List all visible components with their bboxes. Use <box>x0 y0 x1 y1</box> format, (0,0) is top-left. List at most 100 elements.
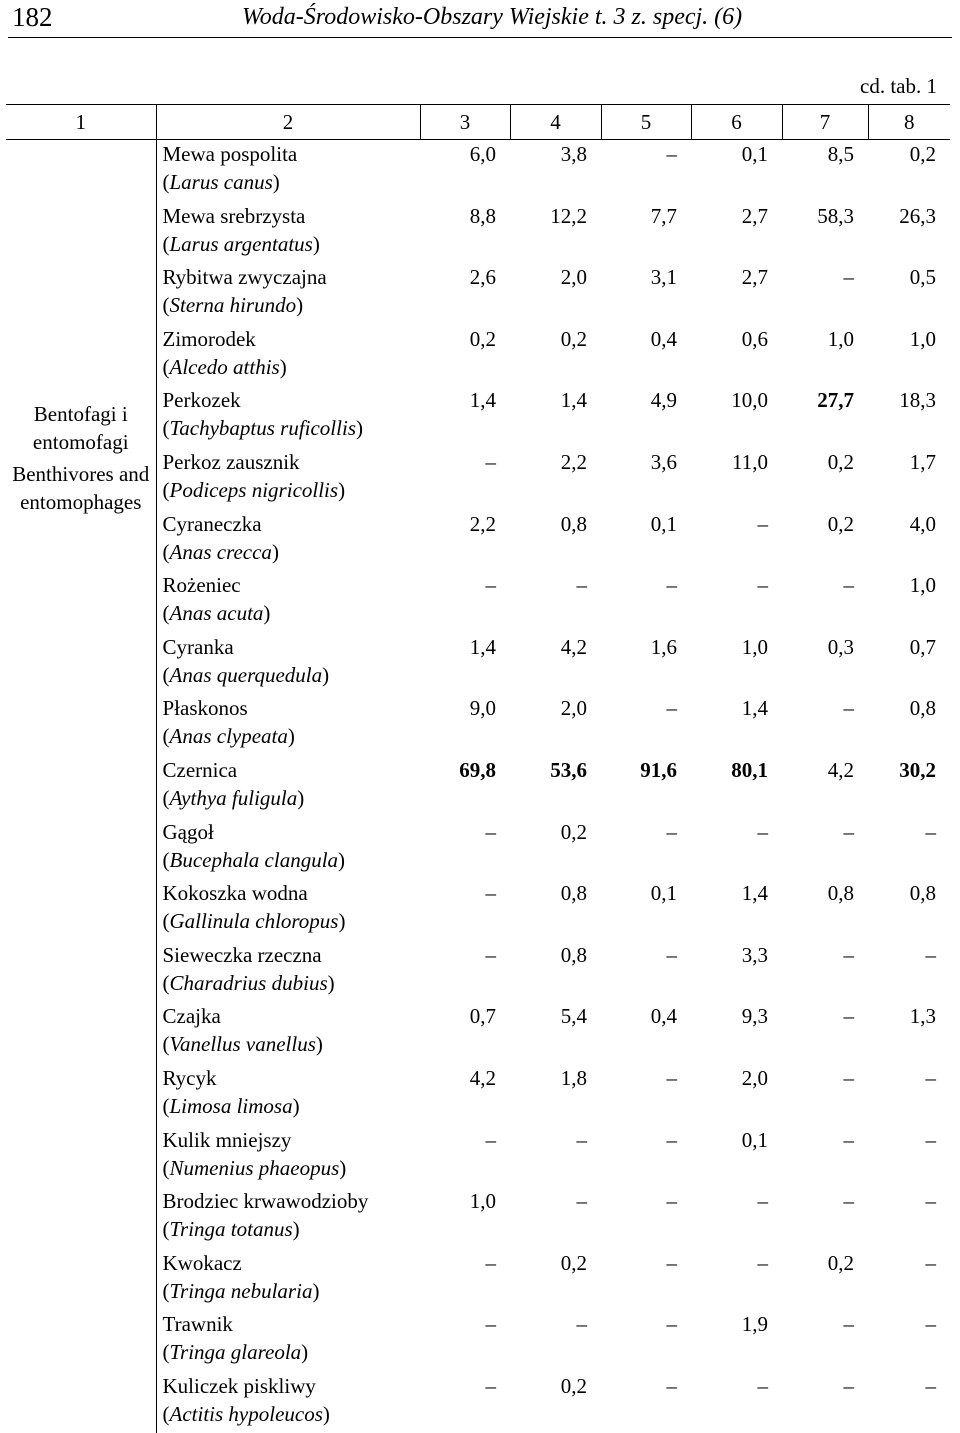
value-cell: 18,3 <box>868 386 950 448</box>
value-cell: – <box>782 941 868 1003</box>
value-cell: 0,2 <box>510 1372 601 1433</box>
species-name-pl: Kuliczek piskliwy <box>163 1372 421 1400</box>
page-header: 182 Woda-Środowisko-Obszary Wiejskie t. … <box>0 0 960 40</box>
species-name-latin: (Anas querquedula) <box>163 661 421 689</box>
species-cell: Kokoszka wodna(Gallinula chloropus) <box>156 879 420 941</box>
value-cell: 1,0 <box>868 571 950 633</box>
value-cell: 0,1 <box>601 510 691 572</box>
species-latin-text: Sterna hirundo <box>170 293 297 317</box>
value-cell: – <box>782 1002 868 1064</box>
value-cell: 0,2 <box>510 1249 601 1311</box>
species-cell: Sieweczka rzeczna(Charadrius dubius) <box>156 941 420 1003</box>
value-cell: 12,2 <box>510 202 601 264</box>
value-cell: 4,0 <box>868 510 950 572</box>
species-name-latin: (Larus canus) <box>163 168 421 196</box>
species-latin-text: Larus argentatus <box>170 232 313 256</box>
value-cell: 58,3 <box>782 202 868 264</box>
value-cell: – <box>601 571 691 633</box>
value-cell: 0,2 <box>782 448 868 510</box>
species-name-pl: Kulik mniejszy <box>163 1126 421 1154</box>
journal-title: Woda-Środowisko-Obszary Wiejskie t. 3 z.… <box>242 4 742 31</box>
value-cell: 1,4 <box>510 386 601 448</box>
species-latin-text: Anas crecca <box>170 540 272 564</box>
species-latin-text: Tringa nebularia <box>170 1279 313 1303</box>
value-cell: 30,2 <box>868 756 950 818</box>
value-cell: 1,7 <box>868 448 950 510</box>
species-latin-text: Tringa glareola <box>170 1340 302 1364</box>
value-cell: – <box>868 1310 950 1372</box>
species-name-pl: Mewa srebrzysta <box>163 202 421 230</box>
value-cell: – <box>510 1126 601 1188</box>
species-name-pl: Rybitwa zwyczajna <box>163 263 421 291</box>
value-cell: – <box>782 1372 868 1433</box>
value-cell: 8,8 <box>420 202 510 264</box>
species-name-latin: (Tachybaptus ruficollis) <box>163 414 421 442</box>
value-cell: – <box>868 1249 950 1311</box>
value-cell: – <box>782 1064 868 1126</box>
value-cell: 0,1 <box>601 879 691 941</box>
species-name-latin: (Tringa glareola) <box>163 1338 421 1366</box>
species-name-latin: (Gallinula chloropus) <box>163 907 421 935</box>
value-cell: 0,8 <box>868 694 950 756</box>
species-latin-text: Limosa limosa <box>170 1094 293 1118</box>
species-latin-text: Podiceps nigricollis <box>170 478 339 502</box>
col-header: 1 <box>6 105 156 140</box>
header-rule <box>8 37 952 38</box>
header-row: 1 2 3 4 5 6 7 8 <box>6 105 950 140</box>
species-name-latin: (Anas crecca) <box>163 538 421 566</box>
value-cell: 1,0 <box>868 325 950 387</box>
species-name-pl: Gągoł <box>163 818 421 846</box>
value-cell: 11,0 <box>691 448 782 510</box>
value-cell: – <box>420 1310 510 1372</box>
value-cell: – <box>782 818 868 880</box>
value-cell: 26,3 <box>868 202 950 264</box>
col-header: 5 <box>601 105 691 140</box>
species-name-pl: Perkoz zausznik <box>163 448 421 476</box>
value-cell: 10,0 <box>691 386 782 448</box>
value-cell: 4,2 <box>510 633 601 695</box>
value-cell: – <box>691 818 782 880</box>
value-cell: 0,8 <box>510 941 601 1003</box>
value-cell: 8,5 <box>782 140 868 202</box>
species-name-pl: Sieweczka rzeczna <box>163 941 421 969</box>
value-cell: 1,4 <box>420 386 510 448</box>
value-cell: 7,7 <box>601 202 691 264</box>
value-cell: 1,9 <box>691 1310 782 1372</box>
species-name-latin: (Actitis hypoleucos) <box>163 1400 421 1428</box>
species-cell: Cyranka(Anas querquedula) <box>156 633 420 695</box>
species-name-pl: Czernica <box>163 756 421 784</box>
species-cell: Trawnik(Tringa glareola) <box>156 1310 420 1372</box>
value-cell: – <box>601 1064 691 1126</box>
value-cell: 0,2 <box>782 1249 868 1311</box>
value-cell: – <box>868 1187 950 1249</box>
value-cell: 80,1 <box>691 756 782 818</box>
value-cell: – <box>420 818 510 880</box>
value-cell: 1,4 <box>420 633 510 695</box>
value-cell: 0,7 <box>868 633 950 695</box>
species-cell: Rycyk(Limosa limosa) <box>156 1064 420 1126</box>
species-cell: Rożeniec(Anas acuta) <box>156 571 420 633</box>
value-cell: – <box>510 1310 601 1372</box>
value-cell: 2,6 <box>420 263 510 325</box>
species-latin-text: Vanellus vanellus <box>170 1032 316 1056</box>
value-cell: 1,0 <box>782 325 868 387</box>
value-cell: 0,2 <box>420 325 510 387</box>
value-cell: – <box>420 1249 510 1311</box>
value-cell: 2,0 <box>510 263 601 325</box>
species-latin-text: Actitis hypoleucos <box>170 1402 323 1426</box>
value-cell: – <box>601 1126 691 1188</box>
category-label-en: Benthivores and entomophages <box>7 460 155 516</box>
species-name-pl: Cyraneczka <box>163 510 421 538</box>
value-cell: 4,2 <box>420 1064 510 1126</box>
species-latin-text: Alcedo atthis <box>170 355 280 379</box>
value-cell: 0,2 <box>510 325 601 387</box>
value-cell: – <box>601 140 691 202</box>
value-cell: – <box>782 1310 868 1372</box>
value-cell: – <box>420 571 510 633</box>
species-cell: Gągoł(Bucephala clangula) <box>156 818 420 880</box>
species-name-latin: (Aythya fuligula) <box>163 784 421 812</box>
value-cell: 0,7 <box>420 1002 510 1064</box>
value-cell: 5,4 <box>510 1002 601 1064</box>
value-cell: 1,0 <box>420 1187 510 1249</box>
